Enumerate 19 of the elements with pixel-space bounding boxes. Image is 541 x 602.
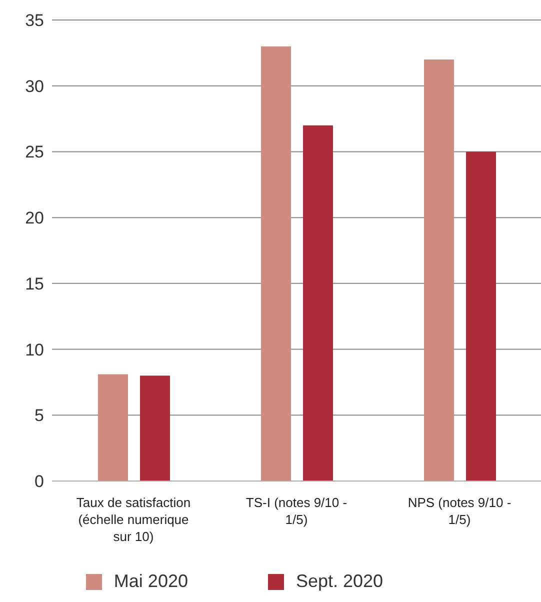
y-tick-label: 25 — [25, 142, 44, 162]
legend-label: Mai 2020 — [114, 571, 188, 591]
y-tick-label: 5 — [34, 406, 44, 426]
bar — [140, 376, 170, 481]
x-tick-label: NPS (notes 9/10 - 1/5) — [408, 495, 512, 527]
legend-label: Sept. 2020 — [296, 571, 384, 591]
x-tick-label: Taux de satisfaction (échelle numerique sur 10) — [76, 495, 191, 544]
y-tick-label: 35 — [25, 11, 44, 30]
y-tick-label: 0 — [34, 472, 44, 492]
bar — [98, 374, 128, 481]
bar — [261, 46, 291, 481]
bar — [424, 60, 454, 481]
x-tick-label: TS-I (notes 9/10 - 1/5) — [246, 495, 348, 527]
y-tick-label: 20 — [25, 208, 44, 228]
y-tick-label: 10 — [25, 340, 44, 360]
y-tick-label: 15 — [25, 274, 44, 294]
y-tick-label: 30 — [25, 76, 44, 96]
bar — [303, 125, 333, 481]
bar — [466, 152, 496, 481]
